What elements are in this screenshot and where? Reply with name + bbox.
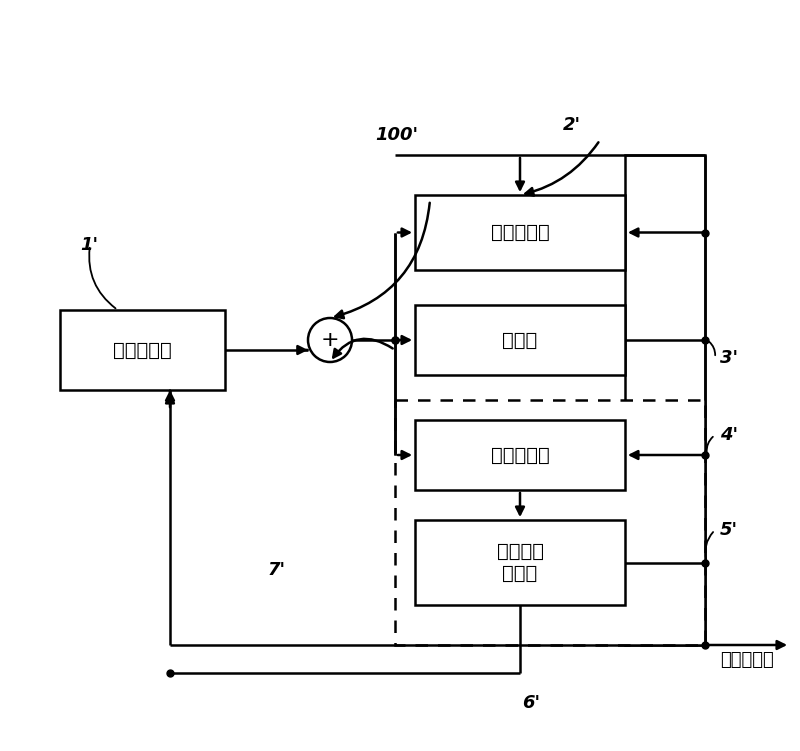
Text: 抽头系数
更新器: 抽头系数 更新器	[497, 542, 543, 583]
Text: +: +	[321, 330, 339, 350]
Text: 均衡器输出: 均衡器输出	[720, 651, 774, 669]
Text: 前馈滤波器: 前馈滤波器	[113, 340, 172, 360]
Text: 反馈滤波器: 反馈滤波器	[490, 223, 550, 242]
Text: 误差生成器: 误差生成器	[490, 445, 550, 465]
Bar	[60, 310, 225, 390]
Text: 4': 4'	[720, 426, 738, 444]
Text: 3': 3'	[720, 349, 738, 367]
Text: 100': 100'	[375, 126, 418, 144]
Text: 6': 6'	[522, 694, 540, 712]
Text: 5': 5'	[720, 521, 738, 539]
Bar	[625, 155, 705, 645]
Text: 判决器: 判决器	[502, 330, 538, 349]
Text: 1': 1'	[80, 236, 98, 254]
Bar	[415, 420, 625, 490]
Bar	[415, 195, 625, 270]
Bar	[415, 520, 625, 605]
Bar	[395, 400, 705, 645]
Bar	[415, 305, 625, 375]
Text: 2': 2'	[563, 116, 581, 134]
Text: 7': 7'	[268, 561, 286, 579]
